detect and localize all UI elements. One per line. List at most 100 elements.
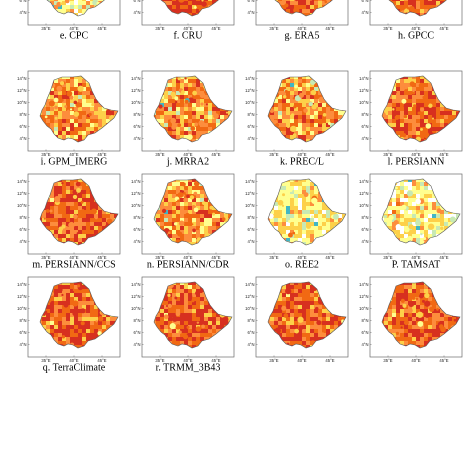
panel-label: f. CRU	[174, 31, 204, 42]
lon-tick-label: 45°E	[325, 255, 334, 260]
lat-tick-label: 10°N	[131, 203, 140, 208]
panel-label: e. CPC	[60, 31, 89, 42]
lon-tick-label: 40°E	[297, 255, 306, 260]
panel-label: j. MRRA2	[166, 157, 209, 168]
lon-tick-label: 35°E	[269, 26, 278, 31]
lat-tick-label: 6°N	[133, 330, 140, 335]
lat-tick-label: 6°N	[361, 330, 368, 335]
country-outline	[160, 0, 219, 17]
lon-tick-label: 35°E	[41, 152, 50, 157]
lat-tick-label: 14°N	[359, 282, 368, 287]
lon-tick-label: 45°E	[439, 152, 448, 157]
lat-tick-label: 8°N	[361, 215, 368, 220]
lat-tick-label: 14°N	[245, 179, 254, 184]
lat-tick-label: 10°N	[359, 306, 368, 311]
lon-tick-label: 40°E	[183, 255, 192, 260]
lat-tick-label: 6°N	[19, 124, 26, 129]
country-outline	[267, 281, 347, 349]
map-panel-f: 14°N12°N10°N8°N6°N4°N35°E40°E45°Ef. CRU	[133, 0, 235, 42]
lon-tick-label: 35°E	[269, 255, 278, 260]
lat-tick-label: 8°N	[133, 318, 140, 323]
lat-tick-label: 12°N	[17, 191, 26, 196]
lat-tick-label: 10°N	[17, 306, 26, 311]
lon-tick-label: 45°E	[439, 26, 448, 31]
lon-tick-label: 45°E	[211, 255, 220, 260]
map-panel-g: 14°N12°N10°N8°N6°N4°N35°E40°E45°Eg. ERA5	[247, 0, 349, 42]
country-outline	[39, 281, 119, 349]
map-panel-n: 14°N 12°N 10°N 8°N 6°N 4°N 35°E 40°E 45°En. PERS…	[131, 173, 235, 271]
lat-tick-label: 6°N	[133, 227, 140, 232]
lon-tick-label: 45°E	[439, 358, 448, 363]
country-outline	[267, 75, 347, 143]
country-outline	[274, 0, 333, 17]
map-panel-j: 14°N 12°N 10°N 8°N 6°N 4°N 35°E 40°E 45°Ej. MRRA…	[131, 70, 235, 168]
lon-tick-label: 40°E	[297, 26, 306, 31]
lat-tick-label: 8°N	[247, 318, 254, 323]
lon-tick-label: 45°E	[325, 26, 334, 31]
map-panel-h: 14°N12°N10°N8°N6°N4°N35°E40°E45°Eh. GPCC	[361, 0, 463, 42]
lat-tick-label: 10°N	[245, 203, 254, 208]
lat-tick-label: 14°N	[245, 76, 254, 81]
panel-label: P. TAMSAT	[392, 260, 440, 271]
lat-tick-label: 12°N	[359, 191, 368, 196]
lat-tick-label: 8°N	[19, 215, 26, 220]
lon-tick-label: 40°E	[297, 152, 306, 157]
lon-tick-label: 35°E	[41, 358, 50, 363]
lat-tick-label: 4°N	[133, 239, 140, 244]
lat-tick-label: 10°N	[359, 100, 368, 105]
map-panels: 14°N 12°N 10°N 8°N 6°N 4°N 35°E 40°E 45°E e. CPC 1…	[17, 0, 463, 374]
country-outline	[381, 75, 461, 143]
lat-tick-label: 12°N	[245, 88, 254, 93]
panel-label: r. TRMM_3B43	[156, 363, 221, 374]
lat-tick-label: 4°N	[361, 10, 368, 15]
map-panel-k: 14°N 12°N 10°N 8°N 6°N 4°N 35°E 40°E 45°Ek. PREC…	[245, 70, 349, 168]
lon-tick-label: 35°E	[383, 358, 392, 363]
lon-tick-label: 35°E	[383, 26, 392, 31]
lat-tick-label: 14°N	[131, 179, 140, 184]
lat-tick-label: 8°N	[247, 112, 254, 117]
country-outline	[46, 0, 105, 17]
lat-tick-label: 12°N	[245, 191, 254, 196]
country-outline	[153, 75, 233, 143]
lat-tick-label: 4°N	[247, 239, 254, 244]
panel-label: l. PERSIANN	[388, 157, 445, 168]
lat-tick-label: 4°N	[361, 239, 368, 244]
lat-tick-label: 6°N	[19, 330, 26, 335]
lat-tick-label: 4°N	[247, 136, 254, 141]
lon-tick-label: 45°E	[97, 152, 106, 157]
lat-tick-label: 14°N	[245, 282, 254, 287]
lon-tick-label: 35°E	[269, 358, 278, 363]
lat-tick-label: 6°N	[247, 330, 254, 335]
lat-tick-label: 8°N	[19, 318, 26, 323]
panel-label: q. TerraClimate	[43, 363, 106, 374]
country-outline	[153, 178, 233, 246]
map-panel-l: 14°N 12°N 10°N 8°N 6°N 4°N 35°E 40°E 45°El. PERS…	[359, 70, 463, 168]
lat-tick-label: 10°N	[17, 100, 26, 105]
lat-tick-label: 6°N	[133, 124, 140, 129]
lon-tick-label: 35°E	[41, 26, 50, 31]
lon-tick-label: 35°E	[155, 26, 164, 31]
lat-tick-label: 6°N	[361, 227, 368, 232]
lat-tick-label: 14°N	[131, 76, 140, 81]
lat-tick-label: 8°N	[361, 318, 368, 323]
lat-tick-label: 14°N	[359, 179, 368, 184]
lat-tick-label: 12°N	[359, 88, 368, 93]
map-panel-s: 14°N 12°N 10°N 8°N 6°N 4°N 35°E 40°E 45°E	[245, 276, 349, 363]
lat-tick-label: 12°N	[17, 88, 26, 93]
lon-tick-label: 45°E	[439, 255, 448, 260]
lon-tick-label: 45°E	[97, 255, 106, 260]
lat-tick-label: 8°N	[133, 215, 140, 220]
lat-tick-label: 6°N	[361, 124, 368, 129]
lat-tick-label: 4°N	[133, 342, 140, 347]
lon-tick-label: 45°E	[211, 152, 220, 157]
panel-label: o. REE2	[285, 260, 319, 271]
lon-tick-label: 35°E	[155, 358, 164, 363]
lon-tick-label: 40°E	[183, 358, 192, 363]
lat-tick-label: 4°N	[19, 342, 26, 347]
map-panel-i: 14°N 12°N 10°N 8°N 6°N 4°N 35°E 40°E 45°Ei. GPM_…	[17, 70, 121, 168]
lat-tick-label: 4°N	[361, 136, 368, 141]
map-panel-r: 14°N 12°N 10°N 8°N 6°N 4°N 35°E 40°E 45°Er. TRMM…	[131, 276, 235, 374]
lat-tick-label: 6°N	[247, 124, 254, 129]
lon-tick-label: 45°E	[211, 358, 220, 363]
lon-tick-label: 45°E	[97, 358, 106, 363]
